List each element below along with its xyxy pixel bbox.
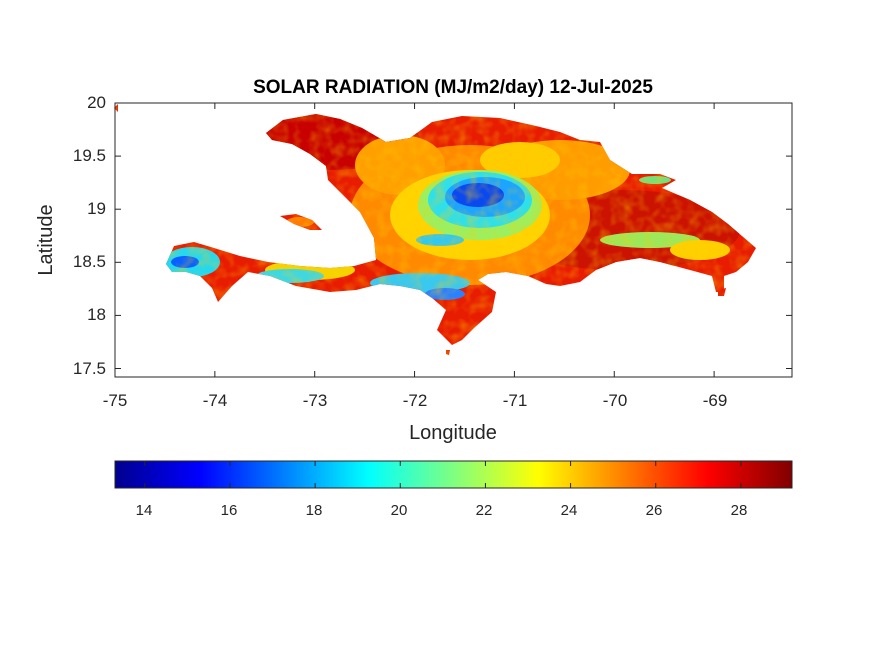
chart-title: SOLAR RADIATION (MJ/m2/day) 12-Jul-2025 <box>253 77 653 98</box>
colorbar-tick-label: 26 <box>646 502 663 519</box>
x-axis-ticks <box>114 103 715 377</box>
x-tick-label: -72 <box>403 391 428 410</box>
colorbar-tick-label: 14 <box>136 502 153 519</box>
colorbar-tick-label: 28 <box>731 502 748 519</box>
x-tick-label: -71 <box>503 391 528 410</box>
colorbar-tick-label: 20 <box>391 502 408 519</box>
y-tick-label: 17.5 <box>73 359 106 378</box>
y-tick-label: 19 <box>87 199 106 218</box>
colorbar <box>114 460 793 489</box>
x-tick-label: -75 <box>103 391 128 410</box>
colorbar-tick-label: 16 <box>221 502 238 519</box>
x-tick-label: -73 <box>303 391 328 410</box>
colorbar-tick-label: 18 <box>306 502 323 519</box>
y-axis-ticks <box>115 102 792 370</box>
x-axis-label: Longitude <box>409 422 497 444</box>
y-tick-label: 18.5 <box>73 252 106 271</box>
colorbar-ticks <box>144 461 742 488</box>
y-tick-label: 20 <box>87 93 106 112</box>
y-tick-label: 18 <box>87 305 106 324</box>
colorbar-tick-label: 22 <box>476 502 493 519</box>
colorbar-tick-label: 24 <box>561 502 578 519</box>
x-tick-label: -70 <box>603 391 628 410</box>
y-tick-label: 19.5 <box>73 146 106 165</box>
x-tick-label: -69 <box>703 391 728 410</box>
x-tick-label: -74 <box>203 391 228 410</box>
y-axis-label: Latitude <box>35 204 57 275</box>
